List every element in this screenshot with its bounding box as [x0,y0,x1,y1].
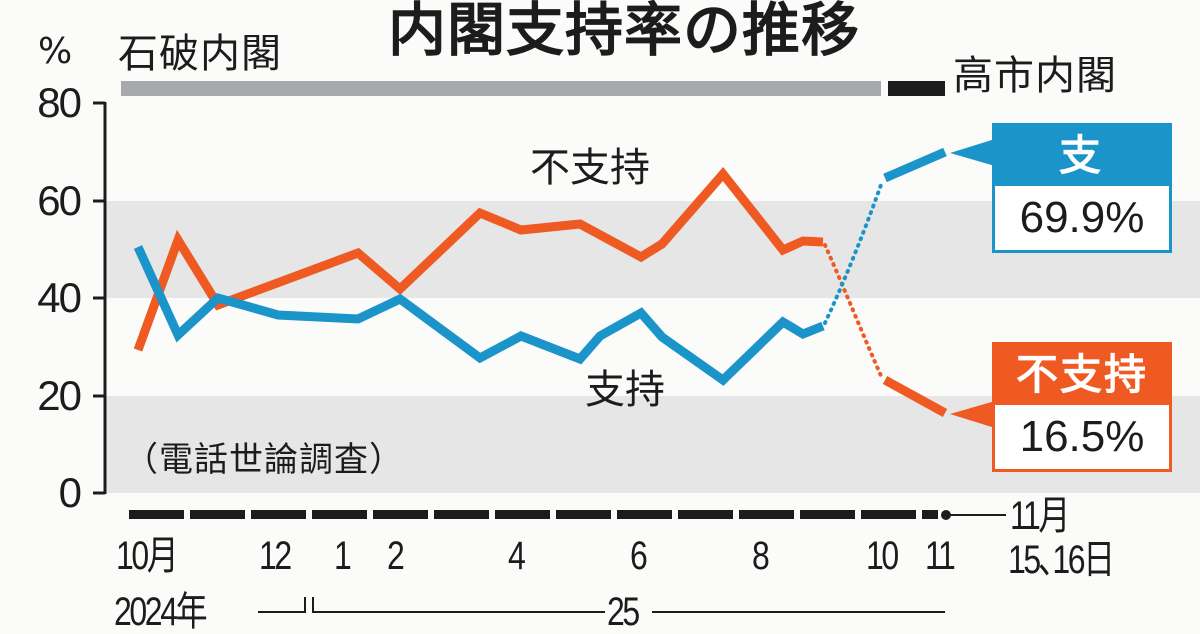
takaichi-period-bar [888,81,945,96]
year-brackets [258,597,945,613]
x-label-oct: 10月 [116,534,179,578]
y-tick-20: 20 [37,372,82,419]
y-tick-80: 80 [37,79,82,126]
y-axis [93,101,107,495]
x-label-oct-2025: 10 [866,534,899,578]
latest-month-label: 11月 [1010,494,1070,538]
support-callout-label: 支持 [995,126,1169,240]
x-label-feb: 2 [387,534,405,578]
y-tick-0: 0 [58,469,82,516]
oppose-series-label: 不支持 [530,145,650,191]
takaichi-cabinet-label: 高市内閣 [953,53,1117,99]
y-axis-unit: % [38,31,73,72]
oppose-callout: 不支持 16.5% [992,342,1172,472]
support-line-ishiba [133,245,825,386]
x-label-aug: 8 [752,534,770,578]
y-tick-40: 40 [37,274,82,321]
chart-title: 内閣支持率の推移 [388,0,861,64]
oppose-transition-dotted [823,243,884,380]
x-label-jan: 1 [334,534,352,578]
oppose-line-takaichi [882,376,948,417]
x-axis-month-dashes [129,510,1006,520]
latest-days-label: 15､16日 [1008,538,1115,582]
support-callout-value: 69.9% [995,186,1169,250]
support-callout-pointer [950,139,995,166]
ishiba-cabinet-label: 石破内閣 [118,31,282,77]
oppose-callout-label: 不支持 [995,345,1169,405]
oppose-callout-value: 16.5% [995,405,1169,469]
x-label-dec: 12 [259,534,292,578]
ishiba-period-bar [121,81,881,96]
oppose-callout-pointer [950,401,995,428]
survey-method-note: （電話世論調査） [124,440,404,480]
x-label-nov: 11 [925,534,956,578]
year-label-2024: 2024年 [114,590,208,634]
oppose-line-ishiba [133,166,824,352]
x-label-apr: 4 [508,534,526,578]
support-line-takaichi [883,147,947,183]
x-label-jun: 6 [630,534,648,578]
y-tick-60: 60 [37,177,82,224]
support-series-label: 支持 [585,367,665,413]
support-callout: 支持 69.9% [992,123,1172,253]
year-label-2025: 25 [607,590,640,634]
support-transition-dotted [823,180,884,325]
